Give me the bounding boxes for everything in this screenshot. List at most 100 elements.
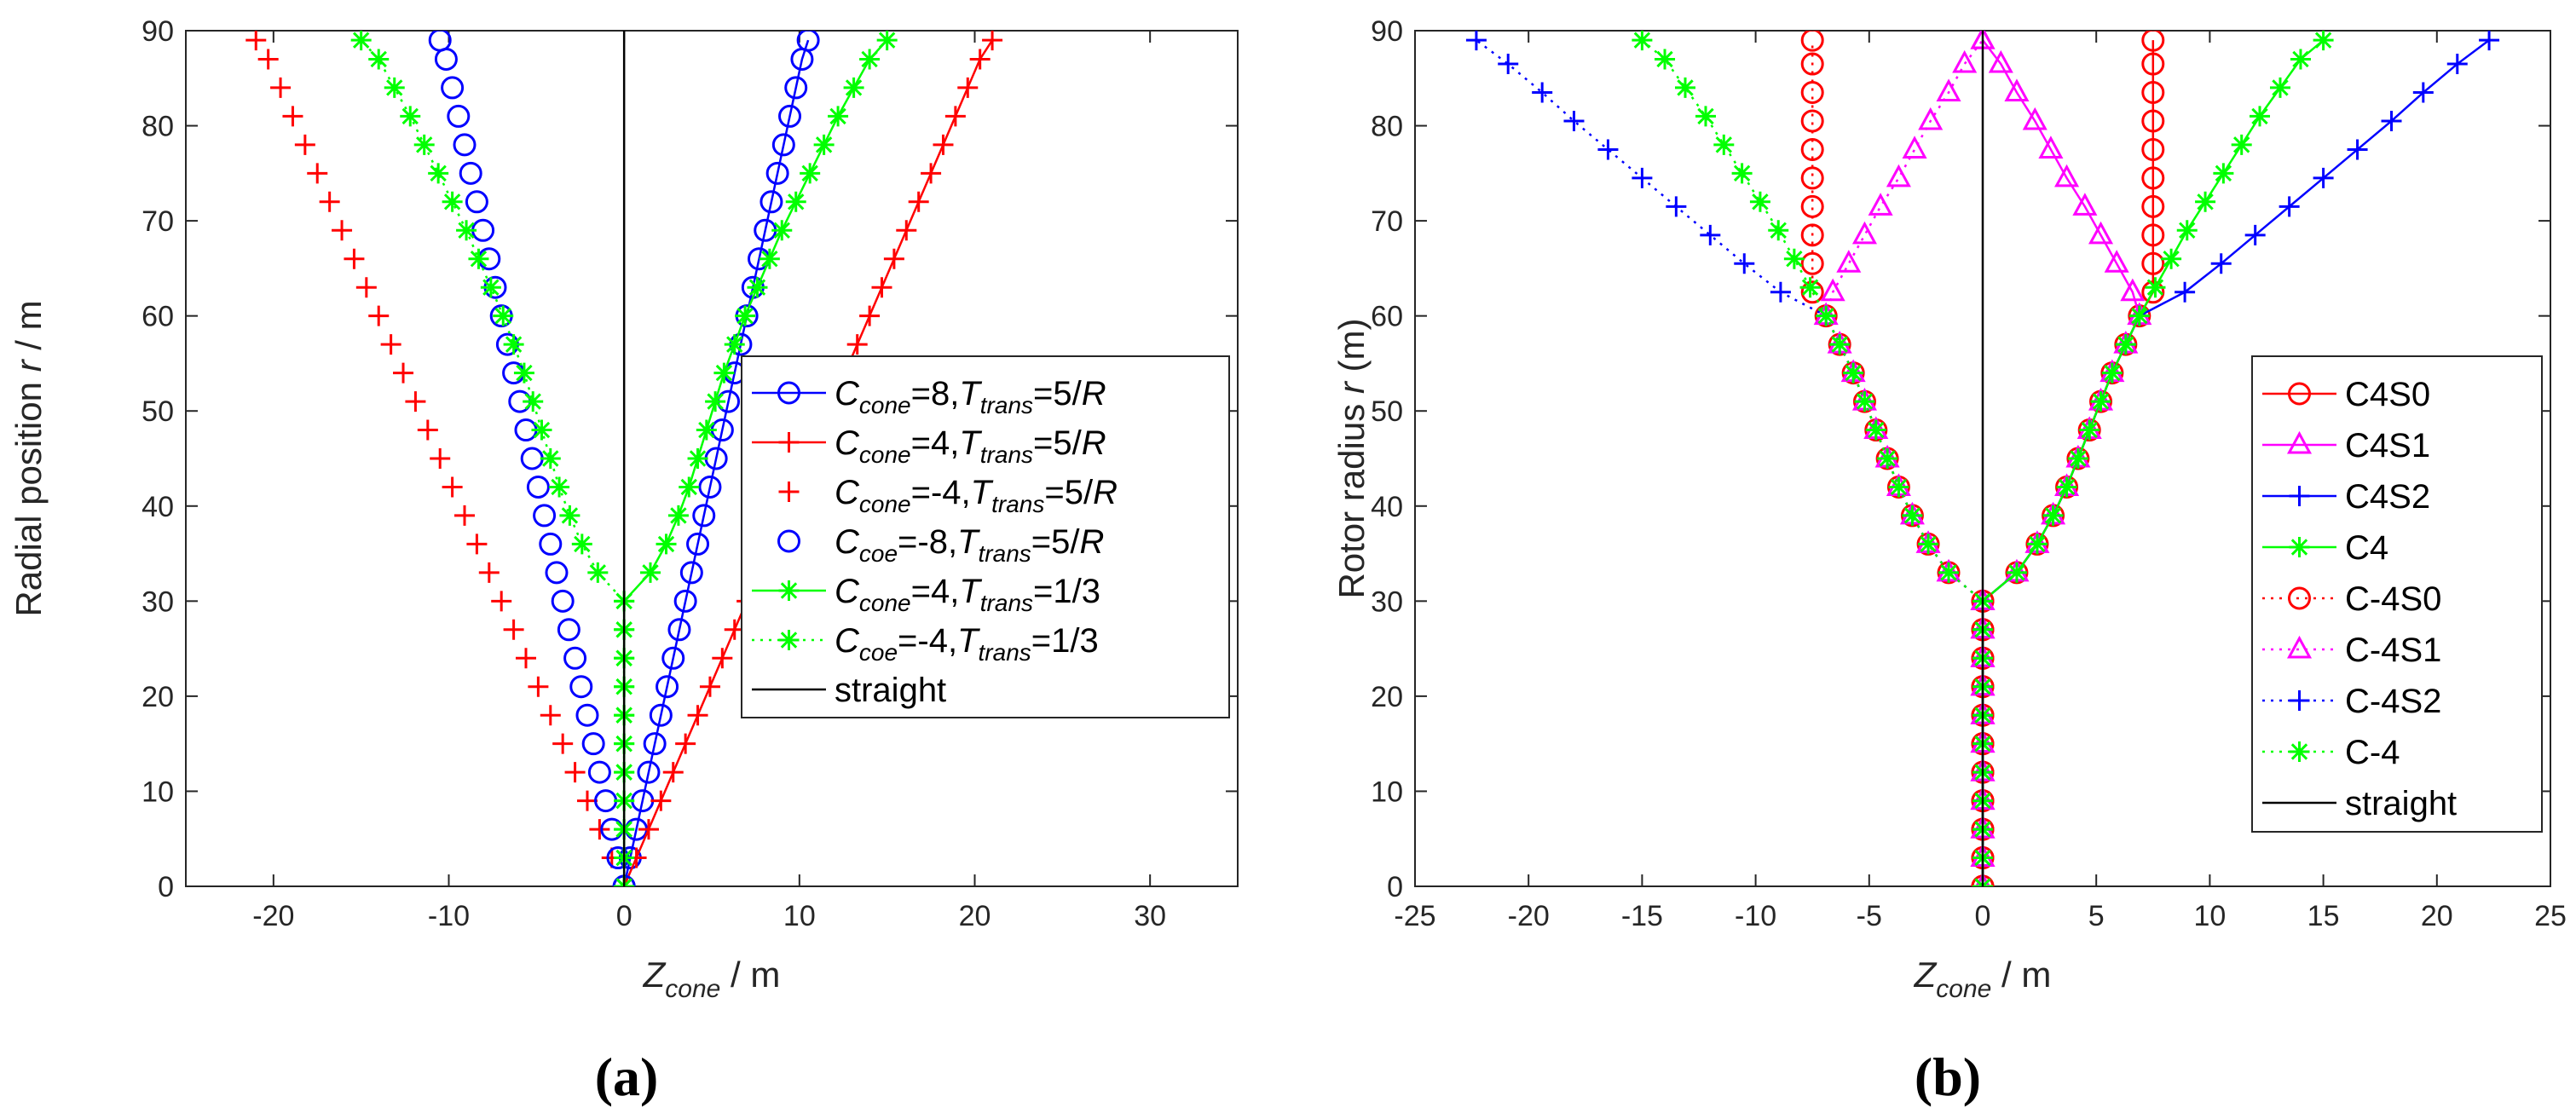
legend-marker (2288, 382, 2311, 406)
data-point (513, 362, 534, 384)
x-tick-label: -5 (1857, 900, 1882, 932)
data-point (2141, 31, 2165, 52)
data-point (785, 191, 806, 212)
series-line (1981, 39, 2141, 886)
data-point (800, 163, 821, 184)
legend-entry: straight (752, 672, 946, 709)
data-point (2231, 134, 2252, 155)
x-tick-label: 25 (2534, 900, 2567, 932)
data-point (673, 589, 697, 613)
data-point (759, 248, 780, 269)
data-point (563, 646, 587, 670)
series-c-4s0 (1800, 31, 1995, 886)
y-axis-label: Radial position r / m (9, 300, 49, 616)
data-point (557, 618, 580, 642)
data-point (581, 732, 605, 756)
data-point (442, 476, 463, 498)
legend-label: C-4S2 (2345, 683, 2441, 720)
legend-entry: C-4S1 (2262, 632, 2441, 669)
data-point (2101, 362, 2123, 384)
data-point (2038, 136, 2064, 159)
data-point (344, 248, 365, 269)
data-point (2042, 505, 2064, 526)
axes-box (185, 30, 1239, 887)
data-point (428, 31, 452, 52)
data-point (1938, 562, 1960, 583)
legend-label: Ccoe=-8,Ttrans=5/R (835, 523, 1104, 567)
data-point (454, 505, 476, 526)
legend-label: C-4 (2345, 734, 2400, 771)
data-point (589, 819, 610, 840)
data-point (1975, 872, 1990, 886)
data-point (2141, 280, 2165, 304)
data-point (551, 589, 575, 613)
legend-marker (2286, 635, 2313, 659)
legend-entry: C-4S0 (2262, 580, 2441, 618)
data-point (1843, 362, 1864, 384)
data-point (587, 562, 609, 583)
data-point (2213, 163, 2234, 184)
data-point (1632, 167, 1653, 188)
data-point (447, 104, 471, 128)
legend-label: Ccone=-4,Ttrans=5/R (835, 474, 1118, 517)
data-point (2269, 77, 2290, 98)
data-point (478, 562, 500, 583)
data-point (2176, 220, 2198, 241)
data-point (662, 762, 684, 783)
legend-entry: C4 (2262, 529, 2388, 567)
legend-label: C4S0 (2345, 376, 2430, 413)
y-tick-label: 20 (142, 681, 174, 713)
data-point (661, 646, 685, 670)
series-c4s1 (1970, 31, 2152, 886)
y-tick-label: 60 (142, 301, 174, 333)
data-point (1799, 277, 1821, 298)
data-point (1988, 49, 2013, 73)
data-point (1800, 280, 1824, 304)
legend-label: Ccone=8,Ttrans=5/R (835, 375, 1106, 418)
data-point (698, 475, 722, 499)
data-point (667, 505, 689, 526)
data-point (1800, 109, 1824, 133)
data-point (1902, 505, 1923, 526)
legend-label: Ccoe=-4,Ttrans=1/3 (835, 622, 1099, 666)
y-tick-label: 50 (142, 395, 174, 428)
series-c-4s2 (1465, 31, 1993, 886)
data-point (526, 475, 550, 499)
data-point (675, 733, 696, 754)
legend-marker (778, 482, 800, 502)
x-tick-label: -10 (428, 900, 470, 932)
data-point (687, 448, 708, 469)
y-tick-label: 10 (142, 776, 174, 808)
data-point (778, 104, 802, 128)
legend-label: straight (835, 672, 946, 709)
panel-label: (a) (595, 1047, 659, 1107)
data-point (456, 220, 477, 241)
data-point (503, 334, 524, 355)
y-tick-label: 20 (1371, 681, 1403, 713)
data-point (2141, 137, 2165, 161)
data-point (540, 448, 561, 469)
data-point (1888, 476, 1909, 498)
legend-marker (2289, 537, 2310, 557)
legend-label: C4 (2345, 529, 2388, 567)
data-point (2161, 248, 2182, 269)
data-point (1800, 194, 1824, 218)
y-tick-label: 80 (1371, 111, 1403, 143)
legend: Ccone=8,Ttrans=5/R Ccone=4,Ttrans=5/R Ccon… (741, 355, 1230, 718)
data-point (503, 619, 524, 640)
legend-box (741, 355, 1230, 718)
x-axis-label: Zcone / m (643, 955, 781, 1003)
data-point (520, 447, 544, 470)
data-point (687, 705, 708, 726)
data-point (1820, 278, 1845, 302)
data-point (1918, 534, 1939, 555)
data-point (2141, 251, 2165, 275)
data-point (319, 191, 340, 212)
data-point (523, 391, 544, 412)
data-point (2290, 49, 2311, 70)
data-point (2141, 166, 2165, 190)
data-point (2175, 281, 2196, 303)
legend-entry: Ccone=4,Ttrans=1/3 (752, 573, 1100, 616)
data-point (552, 733, 574, 754)
data-point (453, 133, 477, 157)
